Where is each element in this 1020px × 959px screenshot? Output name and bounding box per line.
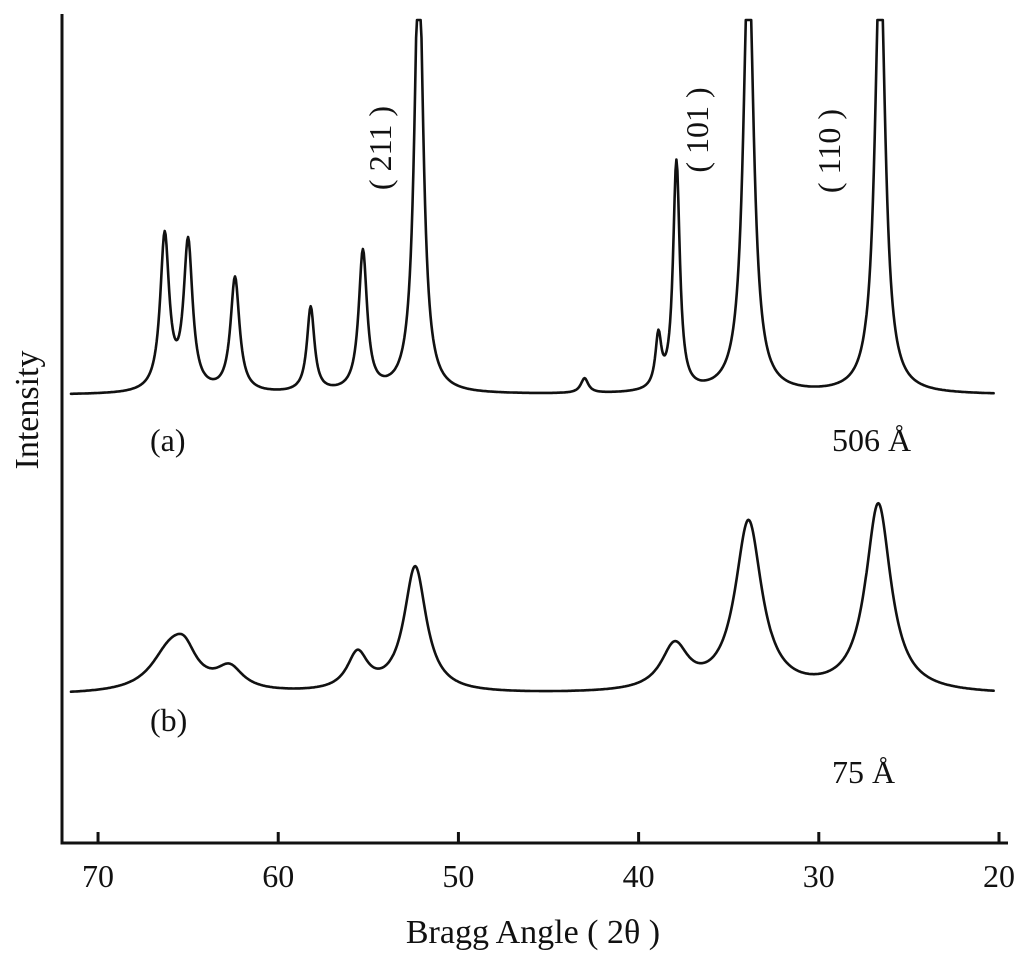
x-tick-label: 70 — [82, 858, 114, 894]
x-axis-label: Bragg Angle ( 2θ ) — [406, 914, 660, 951]
series-b-size-label: 75 Å — [832, 754, 895, 790]
x-tick-label: 60 — [262, 858, 294, 894]
plot-area — [60, 14, 1008, 845]
series-a-trace-group — [69, 18, 995, 396]
series-b-trace-group — [69, 501, 995, 693]
peak-label-110: ( 110 ) — [811, 109, 847, 193]
series-b-line — [69, 501, 995, 693]
peak-label-101: ( 101 ) — [679, 87, 715, 172]
x-tick-label: 50 — [442, 858, 474, 894]
x-tick-label: 40 — [623, 858, 655, 894]
x-tick-label: 20 — [983, 858, 1015, 894]
peak-label-211: ( 211 ) — [362, 106, 398, 190]
series-a-size-label: 506 Å — [832, 422, 911, 458]
x-tick-label: 30 — [803, 858, 835, 894]
x-axis-ticks: 70 60 50 40 30 20 — [82, 832, 1015, 894]
series-b-name: (b) — [150, 702, 187, 738]
plot-frame — [60, 14, 1008, 845]
series-a-name: (a) — [150, 422, 186, 458]
series-a-line — [69, 18, 995, 396]
y-axis-label: Intensity — [9, 351, 46, 470]
